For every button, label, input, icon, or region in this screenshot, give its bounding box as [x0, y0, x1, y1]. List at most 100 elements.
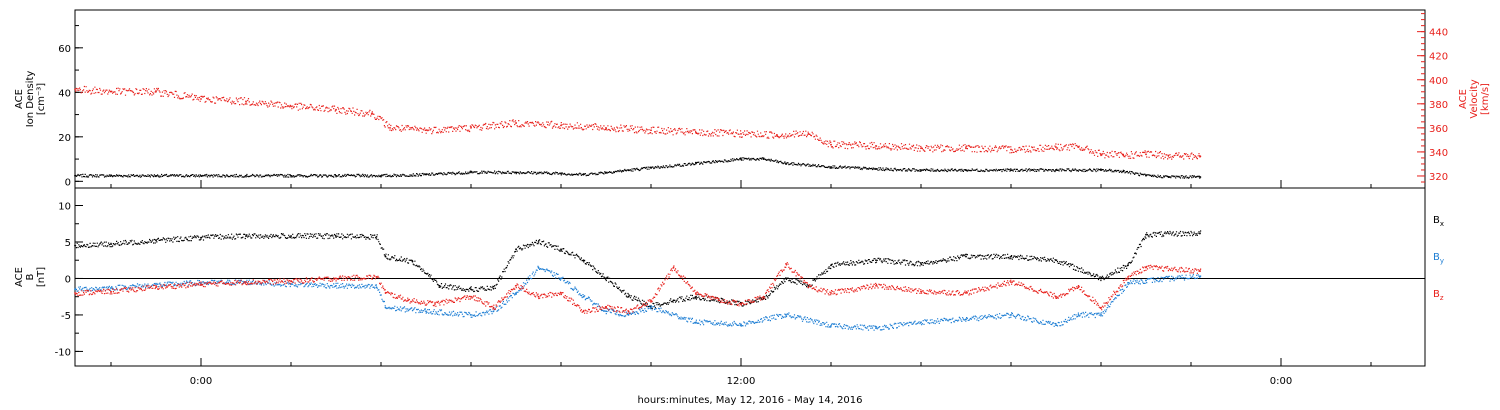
data-point: [717, 299, 720, 302]
top-panel-frame: [74, 9, 1426, 189]
data-point: [785, 314, 787, 316]
left-tick-label: 60: [58, 44, 71, 55]
right-tick-label: 420: [1429, 52, 1448, 63]
data-point: [1100, 277, 1102, 280]
data-point: [438, 284, 441, 287]
data-point: [875, 259, 877, 262]
left-tick-label: -5: [61, 311, 71, 322]
data-point: [830, 143, 832, 146]
series-scatter-cloud: [75, 265, 1202, 331]
axis-title-line: B: [25, 273, 36, 280]
legend-subscript: z: [1440, 294, 1444, 302]
left-tick-label: 5: [65, 238, 71, 249]
data-point: [965, 147, 967, 150]
data-point: [650, 299, 652, 302]
data-point: [200, 283, 202, 286]
data-point: [830, 324, 832, 327]
left-tick-label: 20: [58, 133, 71, 144]
x-tick-label: 0:00: [1270, 376, 1292, 387]
data-point: [560, 124, 562, 127]
data-point: [537, 241, 540, 243]
right-tick-label: 440: [1429, 28, 1448, 39]
legend-name: B: [1433, 252, 1440, 263]
data-point: [470, 126, 472, 129]
data-point: [965, 255, 967, 258]
data-point: [375, 286, 378, 289]
top-left-axis-title: ACEIon Density[cm⁻³]: [14, 71, 47, 128]
data-point: [425, 310, 427, 313]
data-point: [1077, 314, 1080, 316]
top-series-1: [74, 85, 1202, 160]
data-point: [515, 292, 517, 294]
data-point: [875, 284, 877, 287]
left-tick-label: -10: [55, 347, 71, 358]
data-point: [740, 132, 742, 135]
left-tick-label: 40: [58, 88, 71, 99]
right-tick-label: 340: [1429, 148, 1448, 159]
right-tick-label: 380: [1429, 100, 1448, 111]
data-point: [740, 323, 742, 326]
axis-title-line: Ion Density: [25, 71, 36, 128]
x-axis-title: hours:minutes, May 12, 2016 - May 14, 20…: [637, 395, 862, 406]
left-tick-label: 0: [65, 274, 71, 285]
data-point: [920, 290, 922, 293]
data-point: [434, 303, 436, 305]
right-tick-label: 320: [1429, 172, 1448, 183]
data-point: [74, 292, 76, 294]
data-point: [245, 100, 247, 103]
axis-title-line: ACE: [1458, 89, 1469, 109]
axis-title-line: [km/s]: [1480, 83, 1491, 115]
bottom-series-1: [74, 265, 1202, 331]
legend-subscript: x: [1440, 220, 1444, 228]
data-point: [245, 235, 247, 238]
data-point: [830, 165, 832, 168]
data-point: [200, 98, 202, 100]
data-point: [492, 306, 495, 309]
axis-title-line: [nT]: [36, 267, 47, 287]
axis-title-line: Velocity: [1469, 79, 1480, 118]
data-point: [492, 287, 495, 290]
series-scatter-cloud: [75, 85, 1202, 160]
data-point: [830, 292, 832, 294]
data-point: [74, 288, 76, 291]
bottom-left-axis-title: ACEB[nT]: [14, 267, 47, 287]
top-right-axis-title: ACEVelocity[km/s]: [1458, 79, 1491, 118]
series-scatter-cloud: [75, 262, 1202, 314]
axis-title-line: [cm⁻³]: [36, 83, 47, 115]
top-series-0: [74, 157, 1202, 179]
bottom-series-0: [74, 230, 1202, 309]
legend-entry-y: By: [1433, 252, 1444, 265]
right-tick-label: 360: [1429, 124, 1448, 135]
data-point: [627, 314, 630, 316]
legend-subscript: y: [1440, 257, 1444, 265]
legend-entry-z: Bz: [1433, 289, 1444, 302]
left-tick-label: 0: [65, 177, 71, 188]
data-point: [605, 310, 607, 313]
data-point: [695, 295, 697, 298]
data-point: [74, 88, 76, 91]
x-axis: 0:00 12:00 0:00: [190, 376, 1292, 387]
series-scatter-cloud: [75, 157, 1202, 179]
x-tick-label: 0:00: [190, 376, 212, 387]
series-scatter-cloud: [75, 230, 1202, 309]
x-tick-label: 12:00: [727, 376, 756, 387]
data-point: [627, 295, 630, 298]
data-point: [245, 281, 247, 284]
data-point: [1010, 148, 1012, 151]
legend-name: B: [1433, 289, 1440, 300]
data-point: [875, 327, 877, 329]
bottom-panel-frame: [74, 187, 1426, 367]
axis-title-line: ACE: [14, 267, 25, 287]
data-point: [537, 295, 540, 298]
legend-entry-x: Bx: [1433, 215, 1444, 228]
left-tick-label: 10: [58, 202, 71, 213]
data-point: [389, 126, 391, 129]
right-tick-label: 400: [1429, 76, 1448, 87]
data-point: [650, 129, 652, 132]
bottom-series-2: [74, 262, 1202, 314]
legend-name: B: [1433, 215, 1440, 226]
data-point: [1145, 153, 1147, 156]
